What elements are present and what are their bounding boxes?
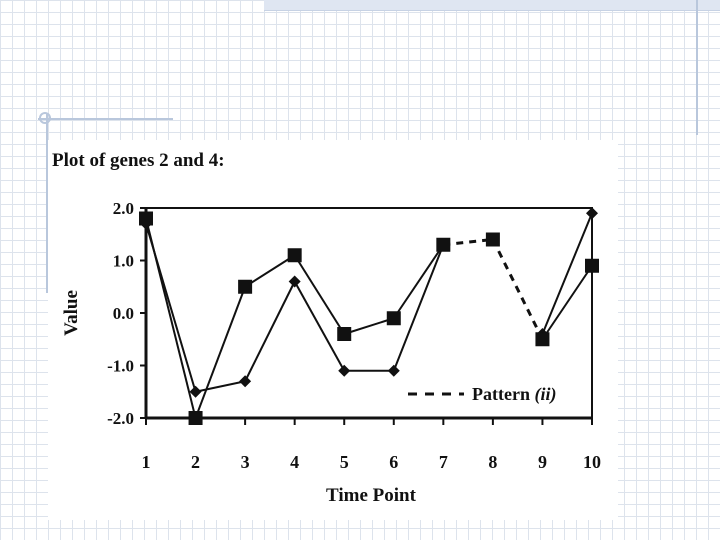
series-2-segment bbox=[293, 281, 346, 372]
slide-left-decoration-line bbox=[46, 113, 48, 293]
series-1-segment bbox=[194, 286, 247, 419]
figure-background bbox=[48, 140, 618, 520]
series-1-segment bbox=[392, 244, 445, 319]
series-1-segment bbox=[491, 238, 544, 340]
series-1-square-point bbox=[485, 232, 500, 247]
series-1-segment bbox=[443, 238, 494, 247]
x-tick-label: 1 bbox=[142, 452, 151, 472]
y-tick-label: 0.0 bbox=[113, 304, 134, 323]
series-1-square-point bbox=[436, 237, 451, 252]
x-tick-label: 5 bbox=[340, 452, 349, 472]
y-tick-label: -2.0 bbox=[107, 409, 134, 428]
legend-label: Pattern (ii) bbox=[472, 384, 556, 405]
x-tick-label: 4 bbox=[290, 452, 299, 472]
series-2-segment bbox=[392, 244, 445, 372]
series-1-square-point bbox=[139, 211, 153, 226]
slide-circle-decoration bbox=[39, 112, 51, 124]
series-1-segment bbox=[541, 265, 593, 340]
slide-horizontal-decoration-line bbox=[38, 118, 173, 120]
series-2-diamond-point bbox=[288, 275, 301, 288]
series-2-diamond-point bbox=[338, 364, 351, 377]
series-2-diamond-point bbox=[586, 207, 598, 220]
series-1-square-point bbox=[386, 311, 401, 326]
legend: Pattern (ii) bbox=[408, 384, 556, 405]
x-tick-label: 7 bbox=[439, 452, 448, 472]
slide-top-decoration-bar bbox=[264, 0, 720, 11]
x-tick-label: 6 bbox=[389, 452, 398, 472]
series-2-diamond-point bbox=[239, 375, 252, 388]
x-tick-label: 3 bbox=[241, 452, 250, 472]
series-1-square-point bbox=[585, 258, 599, 273]
y-tick-label: 2.0 bbox=[113, 199, 134, 218]
series-1-square-point bbox=[188, 411, 203, 425]
x-tick-label: 8 bbox=[488, 452, 497, 472]
x-tick-label: 10 bbox=[583, 452, 601, 472]
chart-title: Plot of genes 2 and 4: bbox=[52, 150, 225, 171]
series-1-square-point bbox=[287, 248, 302, 263]
series-1-square-point bbox=[337, 327, 352, 341]
slide-right-decoration-line bbox=[696, 0, 698, 135]
series-1-square-point bbox=[535, 332, 550, 347]
series-2-segment bbox=[244, 281, 296, 382]
series-2-segment bbox=[541, 212, 593, 335]
series-2-diamond-point bbox=[387, 364, 400, 377]
series-1-segment bbox=[244, 254, 296, 288]
x-tick-label: 9 bbox=[538, 452, 547, 472]
series-1-segment bbox=[343, 317, 395, 335]
y-tick-label: 1.0 bbox=[113, 252, 134, 271]
x-axis-label: Time Point bbox=[326, 485, 417, 506]
series-2-diamond-point bbox=[189, 385, 202, 398]
y-axis-label: Value bbox=[61, 290, 82, 336]
series-1-segment bbox=[293, 254, 346, 335]
series-2-segment bbox=[195, 380, 246, 393]
x-tick-label: 2 bbox=[191, 452, 200, 472]
series-1-square-point bbox=[238, 279, 253, 294]
y-tick-label: -1.0 bbox=[107, 357, 134, 376]
series-2-segment bbox=[145, 223, 197, 393]
